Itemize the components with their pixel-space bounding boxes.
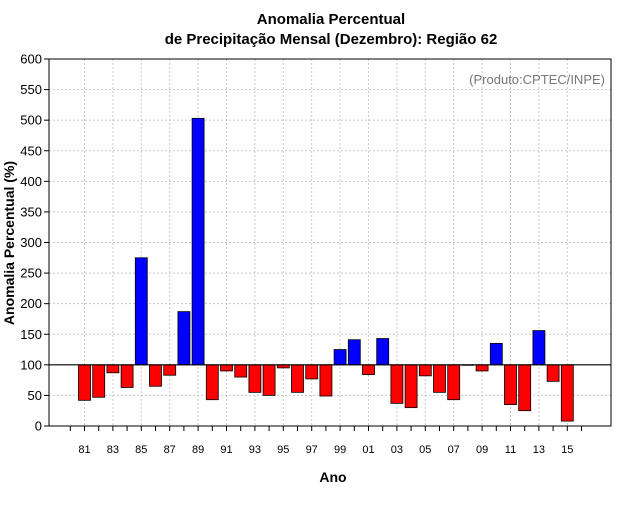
bar-1988	[177, 311, 191, 366]
bar-2013	[532, 330, 546, 366]
x-tick-label: 93	[249, 444, 261, 456]
y-tick-label: 350	[20, 204, 42, 219]
x-tick-label: 91	[220, 444, 232, 456]
bar-1981	[78, 364, 91, 401]
x-tick-label: 87	[164, 444, 176, 456]
x-tick-label: 83	[107, 444, 119, 456]
bar-2009	[475, 364, 489, 372]
y-tick-label: 550	[20, 82, 42, 97]
y-tick-label: 0	[35, 419, 42, 434]
x-tick-label: 81	[78, 444, 90, 456]
y-tick-label: 150	[20, 327, 42, 342]
bar-2000	[347, 339, 361, 366]
y-tick-label: 200	[20, 296, 42, 311]
bar-2003	[390, 364, 404, 404]
y-tick-label: 50	[28, 388, 42, 403]
x-tick-label: 09	[476, 444, 488, 456]
x-tick-label: 95	[277, 444, 289, 456]
bar-1993	[248, 364, 262, 393]
x-tick-label: 11	[505, 444, 516, 456]
bar-2001	[362, 364, 375, 376]
bar-2004	[404, 364, 418, 409]
bar-2006	[433, 364, 446, 393]
x-tick-label: 15	[561, 444, 573, 456]
x-tick-label: 85	[135, 444, 147, 456]
y-axis-label: Anomalia Percentual (%)	[1, 161, 17, 325]
bar-2002	[376, 338, 390, 366]
bar-2012	[518, 364, 532, 412]
chart-title-line-2: de Precipitação Mensal (Dezembro): Regiã…	[165, 31, 498, 48]
x-tick-label: 01	[362, 444, 374, 456]
chart-credit: (Produto:CPTEC/INPE)	[469, 72, 605, 87]
bar-1994	[262, 364, 276, 396]
x-axis-label: Ano	[319, 469, 346, 485]
x-tick-label: 97	[306, 444, 318, 456]
bar-1997	[305, 364, 319, 380]
bar-1996	[291, 364, 304, 393]
x-tick-label: 99	[334, 444, 346, 456]
x-tick-label: 13	[533, 444, 545, 456]
bar-2011	[504, 364, 517, 405]
y-tick-label: 600	[20, 52, 42, 67]
bar-2014	[546, 364, 560, 382]
x-tick-label: 05	[419, 444, 431, 456]
bar-1985	[134, 257, 148, 366]
bar-1999	[333, 349, 347, 366]
x-tick-label: 89	[192, 444, 204, 456]
bar-1990	[205, 364, 219, 401]
x-tick-label: 07	[448, 444, 460, 456]
y-tick-label: 250	[20, 266, 42, 281]
bar-2010	[489, 343, 503, 366]
bar-1982	[92, 364, 106, 398]
bar-1991	[220, 364, 233, 372]
y-tick-label: 400	[20, 174, 42, 189]
y-tick-label: 500	[20, 113, 42, 128]
bar-1983	[106, 364, 120, 374]
bar-1987	[163, 364, 177, 376]
bar-2015	[560, 364, 574, 422]
bar-2005	[418, 364, 432, 377]
y-tick-label: 450	[20, 143, 42, 158]
bar-1984	[120, 364, 134, 388]
y-tick-label: 300	[20, 235, 42, 250]
bar-1986	[149, 364, 162, 387]
y-tick-label: 100	[20, 357, 42, 372]
bar-1992	[234, 364, 248, 378]
bar-2007	[447, 364, 461, 401]
x-tick-label: 03	[391, 444, 403, 456]
bar-1998	[319, 364, 333, 397]
chart-title-line-1: Anomalia Percentual	[257, 11, 405, 28]
bar-1989	[191, 117, 205, 366]
